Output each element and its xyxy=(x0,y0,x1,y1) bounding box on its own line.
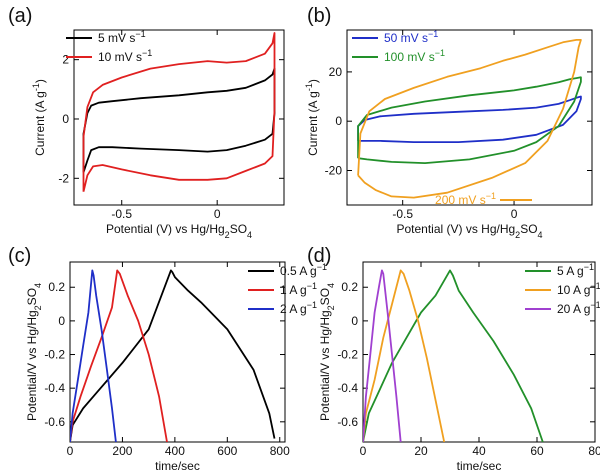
legend-label: 10 A g−1 xyxy=(557,281,600,297)
legend-label: 200 mV s−1 xyxy=(435,191,496,207)
x-axis-label: Potential (V) vs Hg/Hg2SO4 xyxy=(106,222,252,240)
panel-a: -0.5 0 -2 0 2 Potential (V) vs Hg/Hg2SO4 Curre… xyxy=(8,5,285,240)
y-tick-label: 0 xyxy=(58,314,65,328)
x-tick-label: 0 xyxy=(511,207,518,221)
x-tick-label: 200 xyxy=(112,444,132,458)
x-tick-label: 0 xyxy=(360,444,367,458)
series-group xyxy=(82,32,276,192)
series-line-d-1 xyxy=(363,269,446,442)
panel-d: 0 20 40 60 80 -0.6 -0.4 -0.2 0 0.2 time/sec Potenti… xyxy=(307,245,600,473)
series-line-b-2 xyxy=(357,39,582,199)
y-tick-label: 20 xyxy=(329,65,343,79)
legend-label: 5 mV s−1 xyxy=(98,29,146,45)
y-tick-label: -0.2 xyxy=(337,348,358,362)
x-tick-label: 400 xyxy=(165,444,185,458)
series-line-c-0 xyxy=(70,269,276,442)
legend-label: 0.5 A g−1 xyxy=(280,262,327,278)
x-tick-label: 0 xyxy=(214,207,221,221)
series-line-c-1 xyxy=(70,269,168,442)
y-tick-label: 0 xyxy=(351,314,358,328)
panel-label: (a) xyxy=(8,5,32,27)
series-line-b-1 xyxy=(357,76,582,165)
y-axis-label: Current (A g-1) xyxy=(304,79,320,156)
plot-frame xyxy=(73,29,285,206)
x-tick-label: 600 xyxy=(217,444,237,458)
y-axis-label: Potential/V vs Hg/Hg2SO4 xyxy=(318,283,336,421)
x-tick-label: 0 xyxy=(67,444,74,458)
y-tick-label: -20 xyxy=(325,163,343,177)
series-line-d-0 xyxy=(363,269,544,442)
y-tick-label: -2 xyxy=(58,171,69,185)
plot-frame xyxy=(69,261,286,443)
y-tick-label: 2 xyxy=(62,53,69,67)
series-line-a-0 xyxy=(82,67,276,173)
panel-label: (b) xyxy=(307,5,331,27)
y-tick-label: 0 xyxy=(335,114,342,128)
y-tick-label: -0.4 xyxy=(44,381,65,395)
legend-label: 10 mV s−1 xyxy=(98,48,152,64)
legend-label: 2 A g−1 xyxy=(280,300,317,316)
y-tick-label: -0.4 xyxy=(337,381,358,395)
y-tick-label: -0.2 xyxy=(44,348,65,362)
x-axis-label: Potential (V) vs Hg/Hg2SO4 xyxy=(396,222,542,240)
y-axis-label: Potential/V vs Hg/Hg2SO4 xyxy=(25,283,43,421)
x-tick-label: -0.5 xyxy=(111,207,132,221)
plot-frame xyxy=(346,29,593,206)
series-group xyxy=(70,269,276,442)
x-tick-label: -0.5 xyxy=(392,207,413,221)
panel-label: (c) xyxy=(8,245,31,267)
y-tick-label: 0.2 xyxy=(341,280,358,294)
panel-b: -0.5 0 -20 0 20 Potential (V) vs Hg/Hg2SO4 Cur… xyxy=(304,5,593,240)
legend-label: 20 A g−1 xyxy=(557,300,600,316)
x-tick-label: 60 xyxy=(530,444,544,458)
legend-label: 1 A g−1 xyxy=(280,281,317,297)
x-tick-label: 800 xyxy=(270,444,290,458)
series-line-a-1 xyxy=(82,32,276,192)
y-tick-label: -0.6 xyxy=(337,415,358,429)
y-tick-label: 0.2 xyxy=(48,280,65,294)
x-axis-label: time/sec xyxy=(457,459,502,473)
x-tick-label: 20 xyxy=(414,444,428,458)
x-tick-label: 40 xyxy=(472,444,486,458)
y-tick-label: 0 xyxy=(62,112,69,126)
series-line-b-0 xyxy=(357,95,582,144)
series-line-c-2 xyxy=(70,269,117,442)
y-axis-label: Current (A g-1) xyxy=(31,79,47,156)
y-tick-label: -0.6 xyxy=(44,415,65,429)
legend-label: 50 mV s−1 xyxy=(384,29,438,45)
series-line-d-2 xyxy=(363,269,402,442)
panel-label: (d) xyxy=(307,245,331,267)
x-axis-label: time/sec xyxy=(155,459,200,473)
panel-c: 0 200 400 600 800 -0.6 -0.4 -0.2 0 0.2 time/sec Pot… xyxy=(8,245,327,473)
series-group xyxy=(357,39,582,199)
legend-label: 100 mV s−1 xyxy=(384,48,445,64)
x-tick-label: 80 xyxy=(588,444,600,458)
legend-label: 5 A g−1 xyxy=(557,262,594,278)
series-group xyxy=(363,269,544,442)
